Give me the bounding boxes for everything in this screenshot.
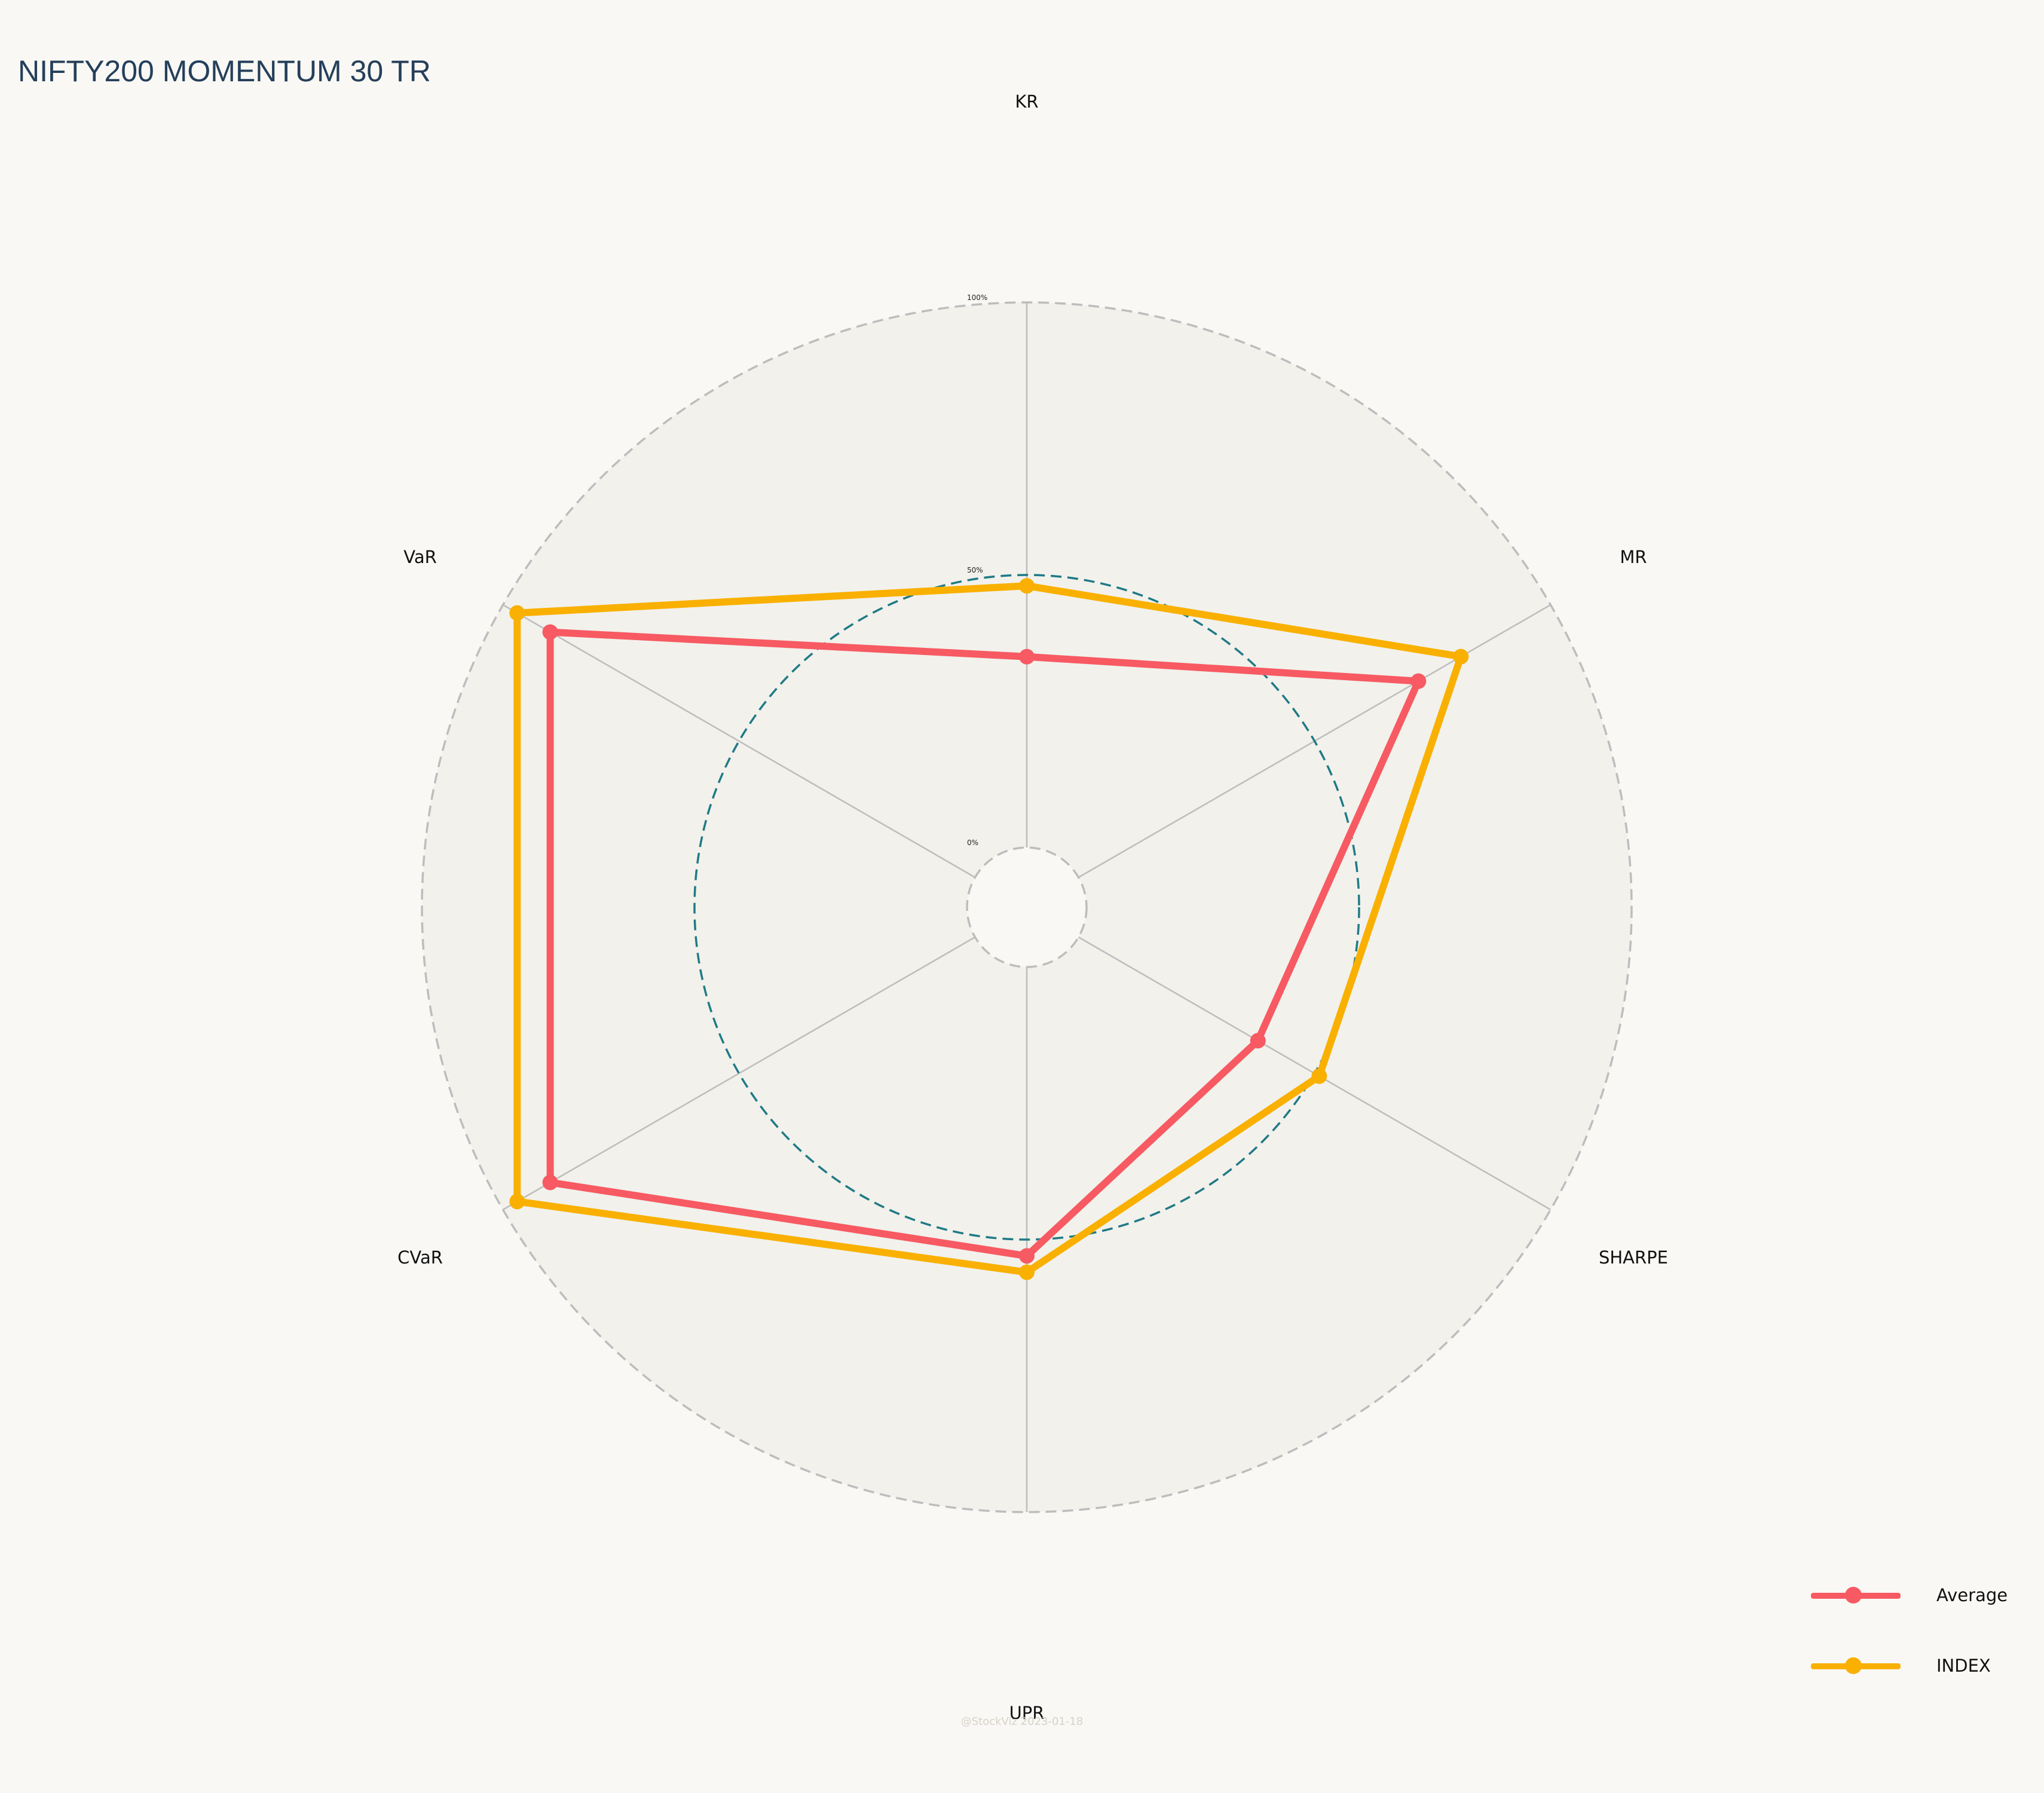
axis-label-sharpe: SHARPE	[1599, 1247, 1668, 1268]
legend-item-index[interactable]: INDEX	[1811, 1630, 2008, 1701]
legend-swatch-index	[1811, 1654, 1901, 1678]
axis-label-kr: KR	[1015, 91, 1038, 112]
tick-label: 100%	[967, 293, 987, 302]
legend-marker	[1845, 1657, 1862, 1674]
data-point-average-mr	[1410, 673, 1427, 689]
axis-spoke-cvar	[502, 936, 976, 1211]
data-point-average-kr	[1019, 648, 1035, 665]
radar-series	[509, 578, 1469, 1280]
radar-labels: KR MR SHARPE UPR CVaR VaR	[397, 91, 1668, 1723]
tick-label: 50%	[967, 566, 983, 574]
axis-label-var: VaR	[403, 547, 437, 567]
radar-grid: 0% 50% 100%	[421, 293, 1633, 1513]
data-point-average-cvar	[542, 1174, 558, 1191]
data-point-index-kr	[1019, 578, 1035, 594]
data-point-average-upr	[1019, 1248, 1035, 1264]
mid-ring	[693, 574, 1360, 1241]
legend-swatch-average	[1811, 1583, 1901, 1607]
legend-marker	[1845, 1587, 1862, 1604]
axis-label-mr: MR	[1620, 547, 1647, 567]
axis-spoke-var	[502, 604, 976, 879]
data-point-index-var	[509, 605, 525, 621]
data-point-index-upr	[1019, 1264, 1035, 1280]
chart-title: NIFTY200 MOMENTUM 30 TR	[18, 54, 431, 88]
legend-label-index: INDEX	[1936, 1656, 1991, 1676]
data-point-index-cvar	[509, 1194, 525, 1210]
watermark: @StockViz 2023-01-18	[960, 1715, 1084, 1728]
legend-label-average: Average	[1936, 1585, 2008, 1605]
data-point-index-mr	[1453, 648, 1469, 665]
data-point-average-sharpe	[1250, 1033, 1266, 1049]
data-point-index-sharpe	[1311, 1068, 1327, 1084]
legend-item-average[interactable]: Average	[1811, 1560, 2008, 1630]
outer-ring	[421, 301, 1633, 1513]
inner-ring	[966, 846, 1088, 968]
chart-legend: Average INDEX	[1811, 1560, 2008, 1701]
data-point-average-var	[542, 624, 558, 640]
tick-label: 0%	[967, 839, 978, 847]
axis-label-cvar: CVaR	[397, 1247, 443, 1268]
axis-label-upr: UPR	[1009, 1703, 1045, 1723]
